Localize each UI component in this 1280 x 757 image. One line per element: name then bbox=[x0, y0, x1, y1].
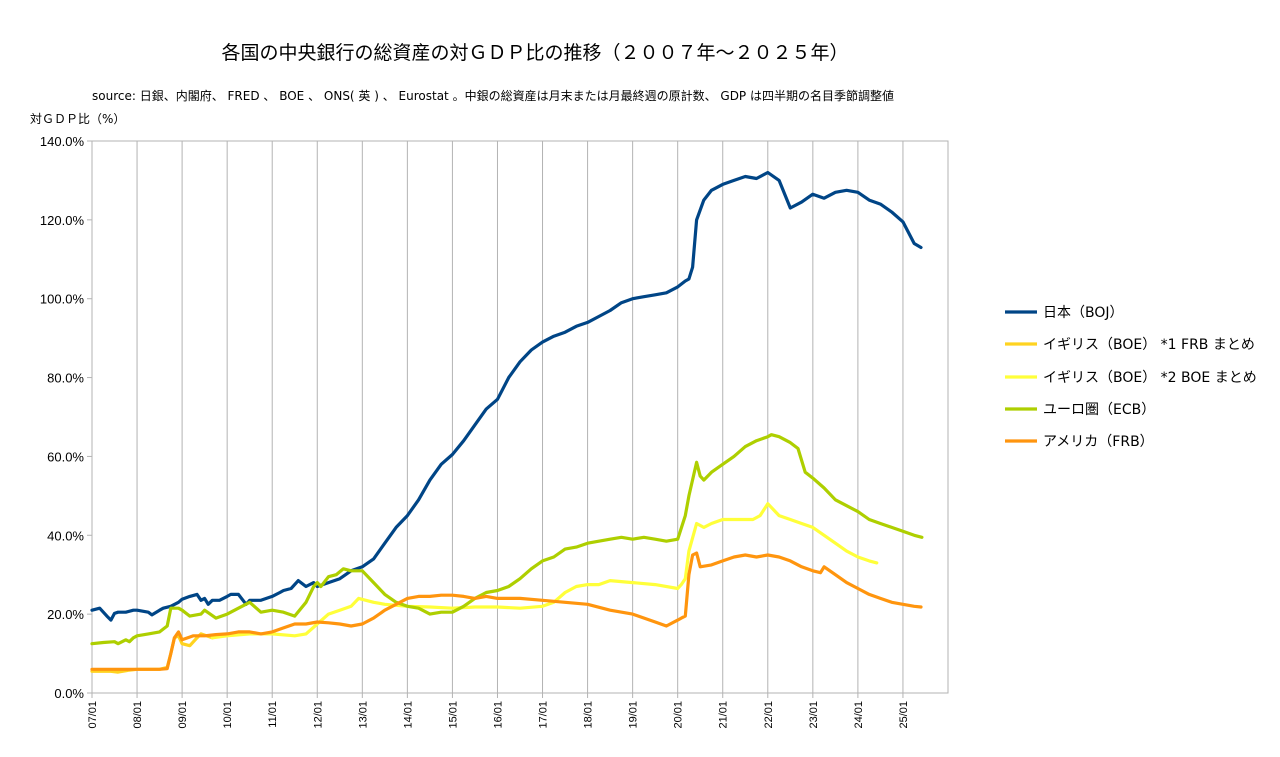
legend-label-4: アメリカ（FRB） bbox=[1043, 434, 1154, 450]
x-axis: 07/01 08/01 09/01 10/01 11/01 12/01 13/01 14/01… bbox=[87, 693, 910, 729]
series-line-4 bbox=[90, 551, 923, 671]
series-line-2 bbox=[210, 502, 879, 640]
y-tick-label: 120.0% bbox=[40, 213, 85, 228]
x-tick-label: 20/01 bbox=[673, 701, 685, 729]
x-tick-label: 17/01 bbox=[538, 701, 550, 729]
legend-label-0: 日本（BOJ） bbox=[1043, 305, 1124, 321]
series-line-3 bbox=[90, 433, 924, 646]
series-line-0 bbox=[90, 170, 923, 622]
x-tick-label: 11/01 bbox=[267, 701, 279, 728]
x-tick-label: 16/01 bbox=[492, 701, 504, 729]
x-tick-label: 19/01 bbox=[628, 701, 640, 729]
y-tick-label: 100.0% bbox=[40, 292, 85, 307]
x-tick-label: 12/01 bbox=[312, 701, 324, 729]
y-tick-label: 80.0% bbox=[47, 371, 84, 386]
x-tick-label: 08/01 bbox=[132, 701, 144, 729]
chart-title: 各国の中央銀行の総資産の対ＧＤＰ比の推移（２００７年～２０２５年） bbox=[221, 42, 849, 64]
series-lines bbox=[90, 170, 924, 674]
x-tick-label: 25/01 bbox=[898, 701, 910, 729]
x-tick-label: 22/01 bbox=[763, 701, 775, 729]
legend-label-2: イギリス（BOE） *2 BOE まとめ bbox=[1043, 370, 1257, 386]
x-tick-label: 09/01 bbox=[177, 701, 189, 729]
y-tick-label: 140.0% bbox=[40, 134, 85, 149]
grid-lines bbox=[136, 141, 904, 693]
y-axis: 0.0% 20.0% 40.0% 60.0% 80.0% 100.0% 120.0% 140.… bbox=[40, 134, 92, 701]
x-tick-label: 21/01 bbox=[718, 701, 730, 729]
x-tick-label: 14/01 bbox=[402, 701, 414, 729]
legend-label-1: イギリス（BOE） *1 FRB まとめ bbox=[1043, 337, 1255, 353]
y-tick-label: 60.0% bbox=[47, 449, 84, 464]
y-tick-label: 20.0% bbox=[47, 607, 84, 622]
legend-label-3: ユーロ圏（ECB） bbox=[1043, 402, 1155, 418]
plot-area bbox=[91, 140, 949, 694]
x-tick-label: 18/01 bbox=[583, 701, 595, 729]
x-tick-label: 15/01 bbox=[447, 701, 459, 729]
x-tick-label: 07/01 bbox=[87, 701, 99, 729]
chart-subtitle: source: 日銀、内閣府、 FRED 、 BOE 、 ONS( 英 ) 、 … bbox=[92, 89, 894, 103]
x-tick-label: 10/01 bbox=[222, 701, 234, 729]
y-axis-label: 対ＧＤＰ比（%） bbox=[30, 112, 126, 126]
x-tick-label: 24/01 bbox=[853, 701, 865, 729]
y-tick-label: 0.0% bbox=[54, 686, 84, 701]
x-tick-label: 13/01 bbox=[357, 701, 369, 729]
y-tick-label: 40.0% bbox=[47, 528, 84, 543]
series-line-1 bbox=[90, 632, 214, 674]
x-tick-label: 23/01 bbox=[808, 701, 820, 729]
